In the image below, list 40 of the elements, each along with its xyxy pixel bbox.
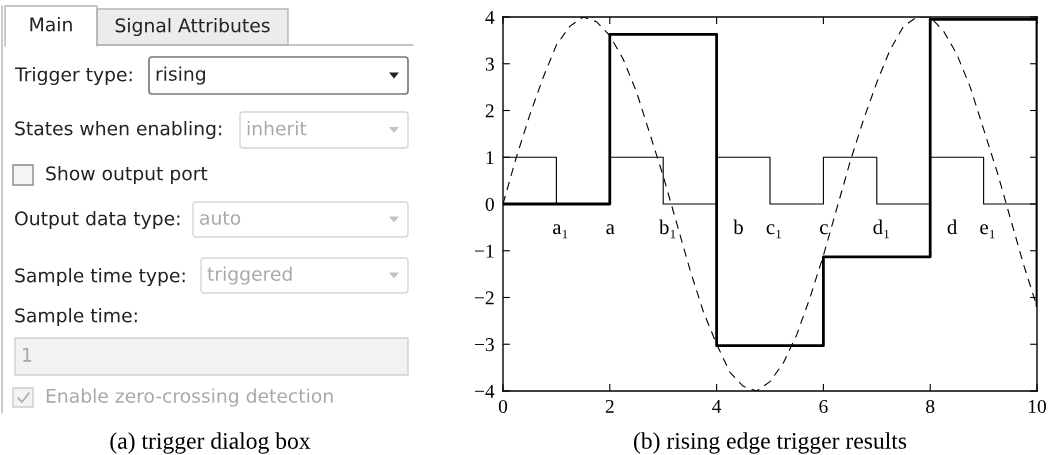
y-tick-label: 2 bbox=[485, 104, 494, 118]
annotation: a bbox=[606, 224, 615, 235]
text: Show output port bbox=[46, 165, 208, 185]
text: triggered bbox=[207, 266, 292, 285]
annotation: a₁ bbox=[552, 224, 568, 239]
annotation: c bbox=[820, 224, 828, 235]
text: Signal Attributes bbox=[115, 17, 270, 37]
y-tick-label: 3 bbox=[485, 57, 494, 71]
annotation: b₁ bbox=[659, 219, 676, 239]
text: Enable zero-crossing detection bbox=[46, 388, 333, 407]
text: Sample time: bbox=[15, 307, 137, 327]
text: Main bbox=[30, 16, 72, 32]
y-tick-label: −4 bbox=[474, 384, 495, 398]
text: (a) trigger dialog box bbox=[110, 432, 311, 454]
text: 1 bbox=[23, 348, 32, 362]
annotation: c₁ bbox=[766, 224, 781, 239]
x-tick-label: 0 bbox=[498, 399, 508, 414]
text: rising bbox=[156, 66, 205, 85]
x-tick-label: 6 bbox=[819, 399, 828, 414]
annotation: e₁ bbox=[980, 224, 995, 239]
y-tick-label: 1 bbox=[486, 151, 494, 164]
x-tick-label: 4 bbox=[712, 400, 722, 413]
text: States when enabling: bbox=[15, 120, 222, 140]
x-tick-label: 8 bbox=[926, 399, 935, 414]
text: Trigger type: bbox=[14, 66, 132, 86]
x-tick-label: 2 bbox=[605, 399, 614, 413]
y-tick-label: 0 bbox=[485, 197, 494, 211]
annotation: d₁ bbox=[873, 219, 889, 239]
annotation: d bbox=[947, 219, 958, 235]
text: (b) rising edge trigger results bbox=[634, 432, 907, 454]
y-tick-label: 4 bbox=[485, 10, 495, 24]
y-tick-label: −1 bbox=[474, 244, 494, 258]
text: inherit bbox=[247, 120, 307, 136]
x-tick-label: 10 bbox=[1028, 399, 1046, 414]
text: auto bbox=[200, 211, 241, 225]
y-tick-label: −3 bbox=[474, 338, 494, 352]
text: Sample time type: bbox=[15, 267, 185, 287]
text: Output data type: bbox=[15, 210, 180, 230]
y-tick-label: −2 bbox=[474, 291, 494, 305]
annotation: b bbox=[733, 219, 743, 235]
